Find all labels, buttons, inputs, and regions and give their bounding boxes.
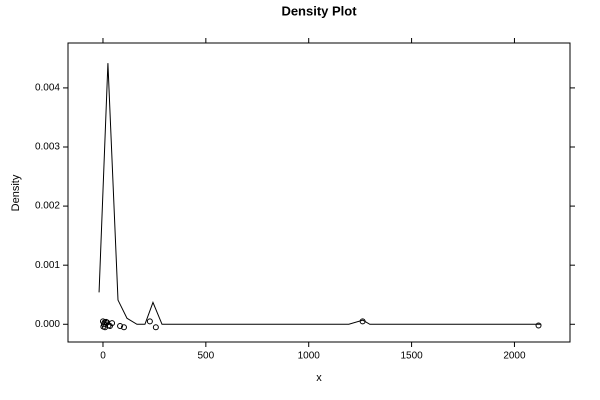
y-tick-label: 0.002 [35, 201, 60, 212]
y-tick-label: 0.003 [35, 142, 60, 153]
data-point [146, 318, 153, 325]
x-tick-label: 500 [198, 351, 215, 362]
x-axis-label: x [316, 372, 322, 384]
y-tick-label: 0.001 [35, 260, 60, 271]
x-tick-label: 1000 [298, 351, 321, 362]
data-point [109, 320, 116, 327]
y-tick-label: 0.004 [35, 83, 60, 94]
data-point [152, 324, 159, 331]
chart-title: Density Plot [281, 3, 357, 18]
plot-frame [67, 42, 571, 343]
x-tick-label: 1500 [400, 351, 423, 362]
x-tick-label: 2000 [503, 351, 526, 362]
y-axis-label: Density [10, 174, 22, 211]
density-line [98, 63, 542, 325]
data-point [359, 318, 366, 325]
x-tick-label: 0 [100, 351, 106, 362]
y-tick-label: 0.000 [35, 319, 60, 330]
data-point [535, 322, 542, 329]
data-point [120, 324, 127, 331]
data-point [117, 323, 124, 330]
